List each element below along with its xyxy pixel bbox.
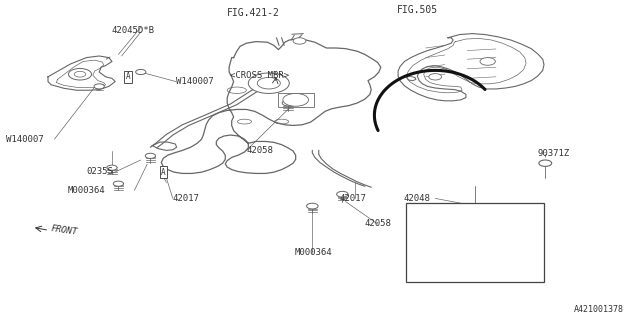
Bar xyxy=(406,203,544,282)
Text: 42017: 42017 xyxy=(173,194,200,203)
Ellipse shape xyxy=(275,119,289,124)
Text: M000364: M000364 xyxy=(67,186,105,195)
Circle shape xyxy=(248,73,289,93)
Ellipse shape xyxy=(237,119,252,124)
Text: FIG.421-2: FIG.421-2 xyxy=(227,8,280,18)
Text: FRONT: FRONT xyxy=(50,224,78,237)
Text: 0235S: 0235S xyxy=(86,167,113,176)
Text: M000364: M000364 xyxy=(294,248,332,257)
Text: FIG.505: FIG.505 xyxy=(397,4,438,15)
Text: <CROSS MBR>: <CROSS MBR> xyxy=(230,71,289,80)
Text: ⚠ AVERTISSEMENT: ⚠ AVERTISSEMENT xyxy=(445,247,505,253)
Circle shape xyxy=(74,71,86,77)
Circle shape xyxy=(480,58,495,65)
Text: 42058: 42058 xyxy=(246,146,273,155)
Text: A: A xyxy=(125,72,131,81)
Circle shape xyxy=(282,100,294,106)
Circle shape xyxy=(429,74,442,80)
Text: ⚠ WARNING: ⚠ WARNING xyxy=(454,207,496,216)
Text: 42048: 42048 xyxy=(403,194,430,203)
Text: W140007: W140007 xyxy=(176,77,214,86)
Text: W140007: W140007 xyxy=(6,135,44,144)
Circle shape xyxy=(539,160,552,166)
Circle shape xyxy=(94,84,104,89)
Circle shape xyxy=(283,93,308,106)
Circle shape xyxy=(68,68,92,80)
Bar xyxy=(278,93,314,107)
Circle shape xyxy=(257,77,280,89)
Circle shape xyxy=(307,203,318,209)
Circle shape xyxy=(337,191,348,197)
Text: 90371Z: 90371Z xyxy=(538,149,570,158)
Circle shape xyxy=(136,69,146,75)
Text: 42045D*B: 42045D*B xyxy=(112,26,155,35)
Text: A421001378: A421001378 xyxy=(574,305,624,314)
Circle shape xyxy=(113,181,124,186)
Text: A: A xyxy=(161,168,166,177)
Text: 42017: 42017 xyxy=(339,194,366,203)
Ellipse shape xyxy=(227,87,246,93)
Circle shape xyxy=(107,165,117,170)
Circle shape xyxy=(145,153,156,158)
Text: 42058: 42058 xyxy=(365,220,392,228)
Circle shape xyxy=(293,38,306,44)
